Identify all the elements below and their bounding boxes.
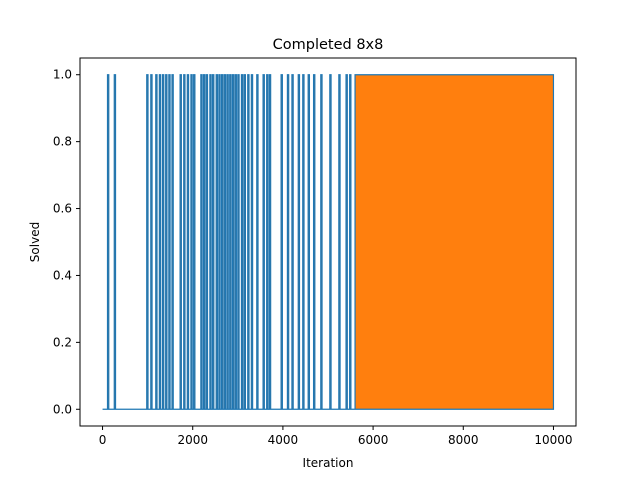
series-0-spike-45 [329, 74, 332, 410]
series-0-spike-14 [193, 74, 195, 410]
series-0-spike-44 [320, 74, 323, 410]
series-0-spike-5 [159, 74, 161, 410]
series-0-spike-1 [114, 74, 116, 410]
series-0-spike-7 [165, 74, 167, 410]
series-0-spike-21 [218, 74, 221, 410]
y-tick-label: 0.2 [53, 335, 72, 349]
series-0-spike-46 [338, 74, 341, 410]
x-tick-label: 6000 [358, 433, 389, 447]
x-axis-ticks: 0 2000 4000 6000 8000 10000 [99, 426, 573, 447]
series-0-spike-20 [216, 74, 218, 410]
series-0-spike-8 [168, 74, 171, 410]
series-0-spike-24 [226, 74, 229, 410]
series-0-spike-34 [263, 74, 265, 410]
series-0-spike-11 [183, 74, 185, 410]
plot-content [102, 74, 555, 410]
series-0-spike-23 [224, 74, 226, 410]
series-0-spike-0 [107, 74, 109, 410]
y-tick-label: 0.4 [53, 268, 72, 282]
series-0-spike-2 [146, 74, 148, 410]
series-0-spike-13 [190, 74, 193, 410]
series-0-spike-17 [206, 74, 208, 410]
series-0-spike-18 [209, 74, 212, 410]
series-0-spike-27 [235, 74, 237, 410]
y-tick-label: 0.6 [53, 202, 72, 216]
x-tick-label: 8000 [448, 433, 479, 447]
chart-title: Completed 8x8 [273, 37, 384, 53]
series-1-line [102, 74, 555, 410]
series-0-spike-16 [203, 74, 205, 410]
series-0-spike-40 [298, 74, 300, 410]
series-0-spike-10 [180, 74, 182, 410]
series-0-spike-22 [221, 74, 223, 410]
series-0-spike-30 [244, 74, 246, 410]
y-axis-ticks: 0.0 0.2 0.4 0.6 0.8 1.0 [53, 68, 80, 416]
x-tick-label: 4000 [268, 433, 299, 447]
series-0-spike-31 [247, 74, 250, 410]
series-0-spike-29 [241, 74, 243, 410]
series-0-spike-38 [287, 74, 289, 410]
series-0-spike-33 [256, 74, 259, 410]
series-0-dense-fill [355, 74, 554, 410]
x-tick-label: 2000 [177, 433, 208, 447]
series-0-spike-4 [155, 74, 158, 410]
series-0-spike-43 [313, 74, 315, 410]
series-0-spike-19 [212, 74, 214, 410]
series-0-spike-41 [302, 74, 305, 410]
series-0-spike-6 [162, 74, 164, 410]
series-0-spike-39 [291, 74, 294, 410]
series-0-spike-32 [251, 74, 253, 410]
series-0-spike-12 [187, 74, 189, 410]
x-tick-label: 0 [99, 433, 107, 447]
series-0-spike-28 [237, 74, 240, 410]
series-0-spike-47 [346, 74, 348, 410]
series-0-spike-25 [229, 74, 231, 410]
series-0-spike-48 [349, 74, 351, 410]
y-tick-label: 0.8 [53, 135, 72, 149]
x-tick-label: 10000 [534, 433, 572, 447]
series-0 [107, 74, 554, 410]
series-1 [102, 74, 555, 410]
series-0-spike-42 [308, 74, 310, 410]
series-0-spike-9 [171, 74, 174, 410]
series-0-spike-15 [200, 74, 203, 410]
plot-frame [79, 57, 577, 427]
x-axis-label: Iteration [303, 456, 354, 470]
series-0-spike-26 [232, 74, 234, 410]
y-tick-label: 1.0 [53, 68, 72, 82]
series-0-spike-36 [269, 74, 271, 410]
series-0-spike-3 [150, 74, 153, 410]
y-tick-label: 0.0 [53, 402, 72, 416]
series-0-spike-37 [281, 74, 283, 410]
series-0-spike-35 [266, 74, 268, 410]
y-axis-label: Solved [28, 222, 42, 262]
